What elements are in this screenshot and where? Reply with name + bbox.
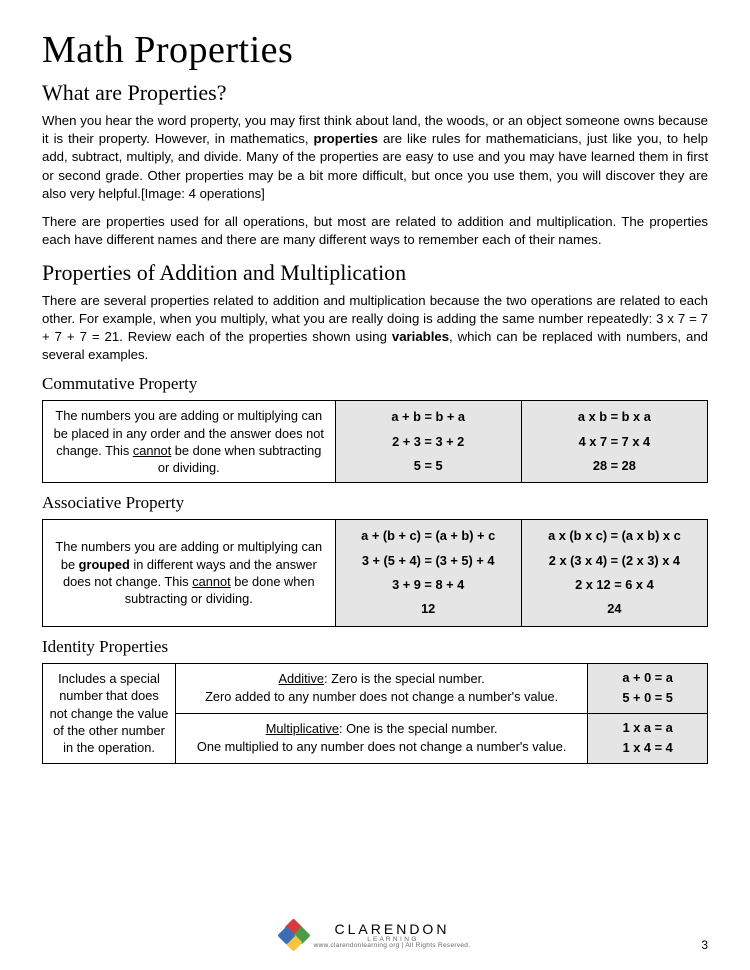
- text: Zero added to any number does not change…: [205, 689, 558, 704]
- identity-mid-cell: Multiplicative: One is the special numbe…: [176, 713, 588, 763]
- equation: 4 x 7 = 7 x 4: [528, 430, 701, 454]
- section-heading: What are Properties?: [42, 80, 708, 106]
- page-number: 3: [701, 938, 708, 952]
- section-heading: Properties of Addition and Multiplicatio…: [42, 260, 708, 286]
- page-title: Math Properties: [42, 28, 708, 72]
- equation: a x b = b x a: [528, 405, 701, 429]
- example-cell: a x (b x c) = (a x b) x c 2 x (3 x 4) = …: [521, 520, 707, 626]
- associative-table: The numbers you are adding or multiplyin…: [42, 519, 708, 626]
- example-cell: a + 0 = a 5 + 0 = 5: [588, 663, 708, 713]
- bold-text: properties: [313, 131, 378, 146]
- brand-url: www.clarendonlearning.org | All Rights R…: [314, 942, 471, 949]
- equation: 5 + 0 = 5: [594, 688, 701, 708]
- equation: 2 + 3 = 3 + 2: [342, 430, 515, 454]
- equation: 2 x (3 x 4) = (2 x 3) x 4: [528, 549, 701, 573]
- paragraph: There are properties used for all operat…: [42, 213, 708, 249]
- example-cell: a + (b + c) = (a + b) + c 3 + (5 + 4) = …: [335, 520, 521, 626]
- identity-table: Includes a special number that does not …: [42, 663, 708, 764]
- underline-text: cannot: [133, 443, 171, 458]
- description-cell: Includes a special number that does not …: [43, 663, 176, 763]
- text: One multiplied to any number does not ch…: [197, 739, 567, 754]
- equation: a + b = b + a: [342, 405, 515, 429]
- example-cell: 1 x a = a 1 x 4 = 4: [588, 713, 708, 763]
- paragraph: There are several properties related to …: [42, 292, 708, 365]
- equation: 3 + 9 = 8 + 4: [342, 573, 515, 597]
- brand-name: CLARENDON: [314, 921, 471, 937]
- equation: 28 = 28: [528, 454, 701, 478]
- property-heading: Commutative Property: [42, 374, 708, 394]
- equation: a + (b + c) = (a + b) + c: [342, 524, 515, 548]
- text: : Zero is the special number.: [324, 671, 485, 686]
- example-cell: a + b = b + a 2 + 3 = 3 + 2 5 = 5: [335, 401, 521, 483]
- equation: 12: [342, 597, 515, 621]
- equation: a + 0 = a: [594, 668, 701, 688]
- equation: 3 + (5 + 4) = (3 + 5) + 4: [342, 549, 515, 573]
- bold-text: grouped: [79, 557, 130, 572]
- text: : One is the special number.: [339, 721, 498, 736]
- underline-text: cannot: [192, 574, 230, 589]
- equation: 1 x a = a: [594, 718, 701, 738]
- bold-text: variables: [392, 329, 449, 344]
- equation: a x (b x c) = (a x b) x c: [528, 524, 701, 548]
- paragraph: When you hear the word property, you may…: [42, 112, 708, 203]
- example-cell: a x b = b x a 4 x 7 = 7 x 4 28 = 28: [521, 401, 707, 483]
- commutative-table: The numbers you are adding or multiplyin…: [42, 400, 708, 483]
- equation: 24: [528, 597, 701, 621]
- equation: 2 x 12 = 6 x 4: [528, 573, 701, 597]
- text: be done when subtracting or dividing.: [158, 443, 322, 475]
- property-heading: Associative Property: [42, 493, 708, 513]
- logo: CLARENDON L E A R N I N G www.clarendonl…: [280, 921, 471, 949]
- property-heading: Identity Properties: [42, 637, 708, 657]
- identity-mid-cell: Additive: Zero is the special number. Ze…: [176, 663, 588, 713]
- equation: 5 = 5: [342, 454, 515, 478]
- underline-text: Multiplicative: [266, 721, 339, 736]
- footer: CLARENDON L E A R N I N G www.clarendonl…: [0, 921, 750, 954]
- puzzle-icon: [280, 921, 308, 949]
- description-cell: The numbers you are adding or multiplyin…: [43, 520, 336, 626]
- description-cell: The numbers you are adding or multiplyin…: [43, 401, 336, 483]
- equation: 1 x 4 = 4: [594, 738, 701, 758]
- underline-text: Additive: [279, 671, 325, 686]
